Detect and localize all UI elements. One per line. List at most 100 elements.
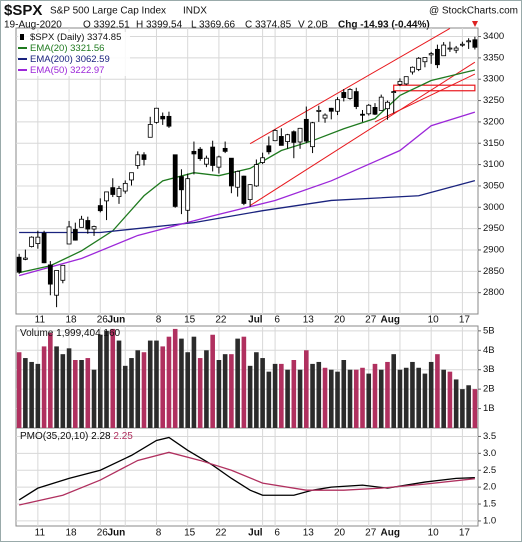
candle-body [35,236,41,244]
legend-bg [18,65,130,76]
panel-name: PMO(35,20,10) [20,431,88,442]
panel-value: 2.28 [91,431,111,442]
candle-body [85,220,91,230]
volume-bar [41,346,47,428]
volume-bar [335,371,340,428]
legend-swatch [20,34,24,40]
x-tick-label: 20 [334,315,346,326]
date: 19-Aug-2020 [4,20,62,31]
candle-body [129,172,134,181]
volume-bar [222,354,228,428]
candle-body [272,130,278,142]
volume-bar [179,338,184,428]
y-tick-label: 3.5 [483,431,496,442]
legend-value: 3062.59 [75,54,109,65]
legend-label: EMA(50) 3222.97 [30,65,104,76]
x-tick-label: Aug [381,315,400,326]
volume-bar [48,332,53,428]
legend-bg [18,54,130,65]
candle-body [247,184,253,200]
volume-bar [229,354,234,428]
volume-bar [453,379,459,428]
candle-body [22,257,28,260]
candle-body [154,107,159,123]
y-tick-label: 2800 [483,287,504,298]
x-tick-label: 10 [428,315,440,326]
legend-name: $SPX (Daily) [30,32,84,43]
volume-bar [73,360,78,428]
x-tick-label: 15 [184,528,196,539]
candle-body [328,107,334,112]
candle-body [41,232,47,264]
candle-body [310,122,315,148]
candle-body [228,157,234,187]
panel-name: Volume [20,328,54,339]
volume-bar [310,363,315,428]
panel-value: 1,999,404,160 [56,328,120,339]
volume-bar [435,354,440,428]
candle-body [216,156,222,168]
candle-body [210,146,216,166]
volume-bar [91,369,97,428]
volume-bar [266,371,272,428]
volume-bar [172,328,178,428]
volume-bar [466,385,471,428]
y-tick-label: 3050 [483,180,504,191]
source: @ StockCharts.com [429,6,518,17]
volume-bar [322,367,328,428]
candle-body [360,113,365,116]
legend-name: EMA(200) [30,54,73,65]
volume-bar [403,367,409,428]
exchange: INDX [183,6,207,17]
candle-body [97,205,103,212]
x-tick-label: 13 [303,315,315,326]
candle-body [341,92,347,98]
x-tick-label: 26 [97,528,109,539]
volume-bar [447,371,453,428]
change: Chg -14.93 (-0.44%) [338,20,430,31]
candle-body [47,264,53,285]
candle-body [110,187,116,195]
x-tick-label: 15 [184,315,196,326]
x-tick-label: 18 [66,315,78,326]
legend-value: 3321.56 [70,43,104,54]
legend-label: $SPX (Daily) 3374.85 [30,32,121,43]
volume-bar [360,367,365,428]
volume-bar [160,346,166,428]
candle-body [141,154,147,160]
volume-bar [385,361,390,428]
candle-body [235,171,241,188]
candle-body [422,57,428,63]
y-tick-label: 3B [483,364,495,375]
y-tick-label: 2B [483,384,495,395]
legend-label: EMA(200) 3062.59 [30,54,110,65]
x-tick-label: 17 [459,315,471,326]
x-tick-label: 22 [215,315,227,326]
candle-body [378,96,384,111]
volume-bar [291,360,297,428]
volume-bar [410,361,415,428]
x-tick-label: 11 [35,528,46,539]
candle-body [410,66,415,73]
candle-body [441,44,447,57]
candle-body [391,91,397,94]
candle-body [160,115,166,120]
candle-body [147,124,153,138]
candle-body [79,218,84,228]
volume-bar [241,336,247,428]
x-tick-label: 20 [334,528,346,539]
volume-bar [372,363,378,428]
legend-value: 3222.97 [70,65,104,76]
volume-bar [235,338,240,428]
volume-bar [210,334,215,428]
candle-body [116,188,122,198]
candle-body [16,256,22,273]
volume-bar [260,358,265,428]
x-tick-label: Jul [248,528,263,539]
volume-bar [16,352,22,428]
candle-body [316,109,322,112]
volume-bar [366,373,372,428]
candle-body [122,182,128,192]
y-tick-label: 2900 [483,244,504,255]
